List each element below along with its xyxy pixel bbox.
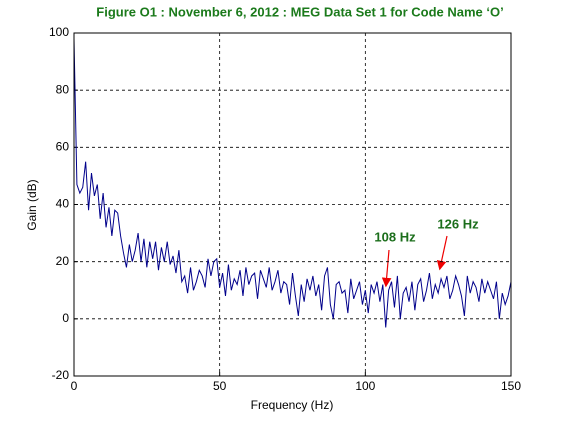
arrow	[436, 235, 448, 271]
axes-box	[73, 32, 512, 377]
line	[73, 38, 512, 328]
arrow	[381, 249, 392, 288]
x-axis-label: Frequency (Hz)	[251, 398, 334, 412]
x-tick-label: 0	[71, 379, 78, 393]
x-tick-label: 50	[213, 379, 227, 393]
x-tick-label: 150	[501, 379, 521, 393]
annotation: 126 Hz	[437, 216, 479, 231]
y-tick-label: 100	[49, 25, 69, 39]
annotation: 108 Hz	[374, 229, 416, 244]
y-axis-label: Gain (dB)	[25, 179, 39, 230]
y-tick-label: 20	[56, 254, 70, 268]
y-tick-label: 0	[62, 311, 69, 325]
y-tick-label: 40	[56, 197, 70, 211]
chart-title: Figure O1 : November 6, 2012 : MEG Data …	[96, 4, 503, 19]
y-tick-label: -20	[52, 368, 70, 382]
x-tick-label: 100	[355, 379, 375, 393]
y-tick-label: 60	[56, 140, 70, 154]
y-tick-label: 80	[56, 82, 70, 96]
